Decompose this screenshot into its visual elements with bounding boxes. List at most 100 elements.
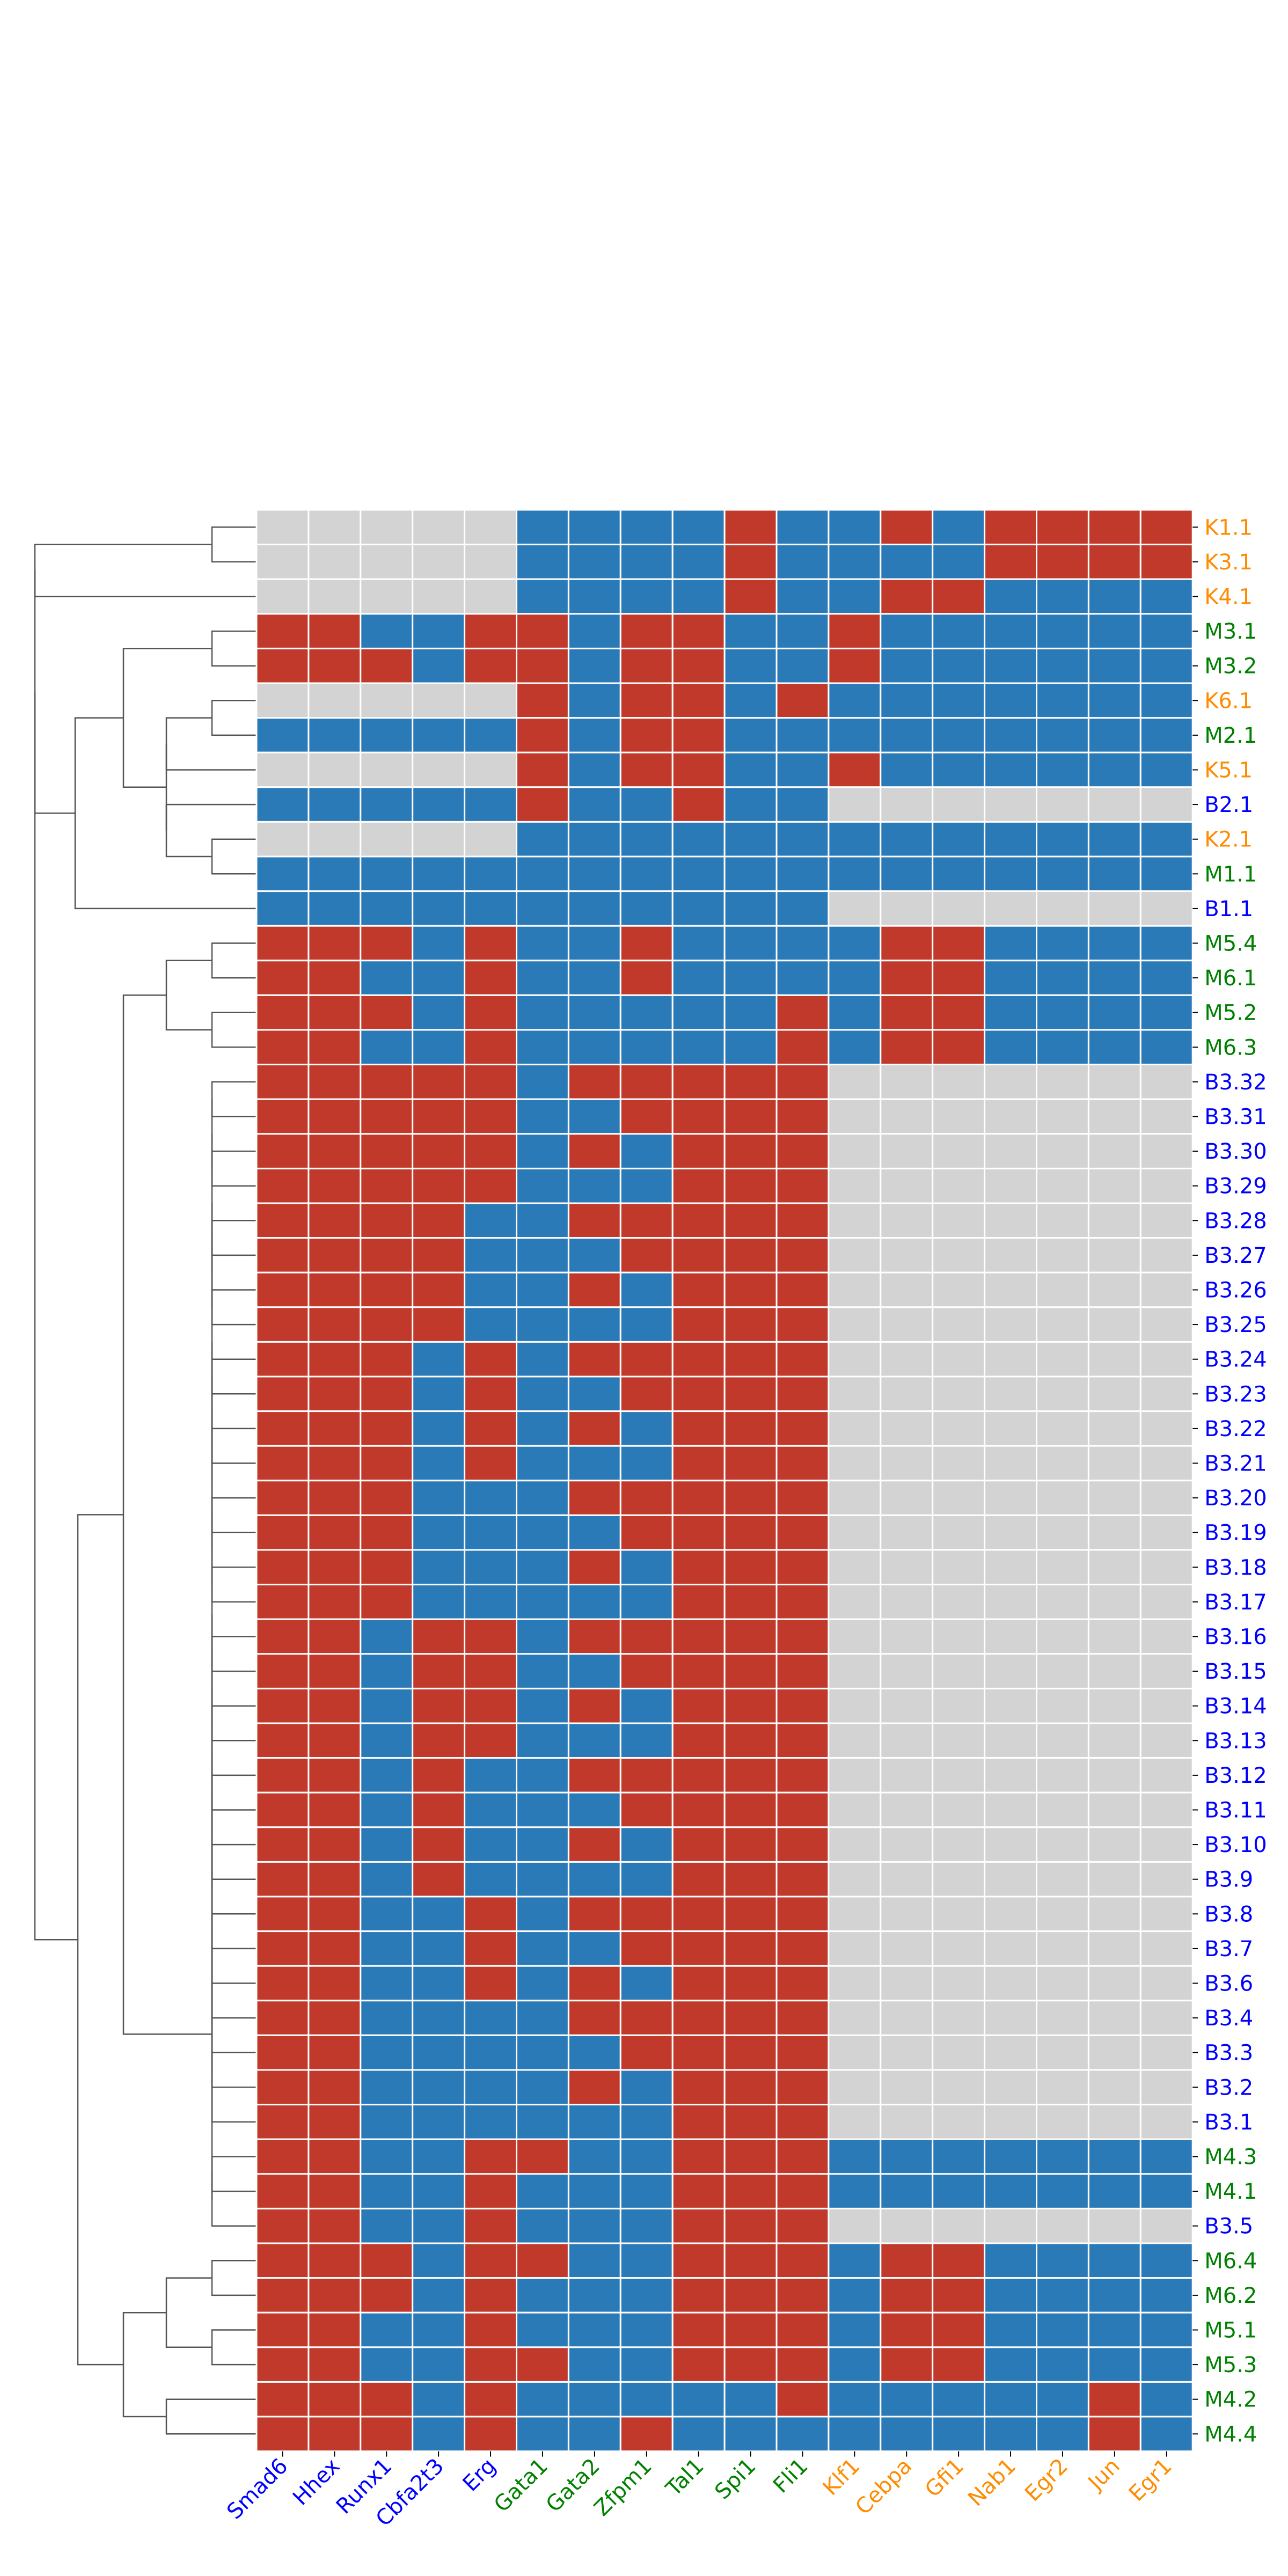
heatmap-cell	[619, 2069, 674, 2106]
heatmap-cell	[1087, 2311, 1141, 2348]
heatmap-cell	[360, 2277, 414, 2314]
heatmap-cell	[464, 855, 517, 892]
heatmap-cell	[880, 647, 934, 684]
heatmap-cell	[828, 1896, 882, 1933]
heatmap-cell	[1087, 1098, 1141, 1135]
heatmap-cell	[1087, 1687, 1141, 1724]
heatmap-cell	[1036, 1826, 1089, 1863]
heatmap-cell	[412, 1791, 466, 1828]
heatmap-cell	[308, 2034, 362, 2071]
heatmap-cell	[984, 1514, 1037, 1551]
heatmap-cell	[723, 1445, 778, 1482]
heatmap-cell	[1087, 1410, 1141, 1447]
heatmap-cell	[1087, 1341, 1141, 1378]
heatmap-cell	[464, 509, 517, 546]
heatmap-cell	[880, 2000, 934, 2036]
heatmap-cell	[1036, 2207, 1089, 2244]
row-label: B3.32	[1204, 1070, 1267, 1095]
heatmap-cell	[828, 1237, 882, 1274]
heatmap-cell	[1036, 2381, 1089, 2418]
heatmap-cell	[567, 1549, 621, 1586]
heatmap-cell	[360, 1930, 414, 1967]
heatmap-cell	[880, 855, 934, 892]
heatmap-cell	[567, 925, 621, 962]
heatmap-cell	[567, 1791, 621, 1828]
heatmap-cell	[984, 578, 1037, 615]
heatmap-cell	[880, 1514, 934, 1551]
heatmap-cell	[775, 2242, 830, 2279]
heatmap-cell	[932, 2381, 986, 2418]
heatmap-cell	[932, 994, 986, 1031]
heatmap-cell	[1139, 1306, 1194, 1343]
heatmap-cell	[360, 1687, 414, 1724]
heatmap-cell	[984, 1167, 1037, 1204]
heatmap-cell	[828, 2104, 882, 2140]
heatmap-cell	[671, 1757, 726, 1794]
heatmap-cell	[880, 1167, 934, 1204]
heatmap-cell	[308, 1514, 362, 1551]
heatmap-cell	[516, 1271, 569, 1308]
dendrogram-link	[211, 2052, 257, 2088]
heatmap-cell	[1139, 1514, 1194, 1551]
row-label: B3.26	[1204, 1278, 1267, 1303]
heatmap-cell	[984, 1861, 1037, 1898]
heatmap-cell	[828, 2242, 882, 2279]
heatmap-cell	[932, 1687, 986, 1724]
heatmap-cell	[255, 2138, 310, 2175]
heatmap-cell	[255, 960, 310, 996]
heatmap-cell	[723, 717, 778, 753]
heatmap-cell	[255, 1791, 310, 1828]
dendrogram-link	[165, 2277, 212, 2348]
heatmap-cell	[932, 717, 986, 753]
heatmap-cell	[984, 2104, 1037, 2140]
heatmap-cell	[828, 578, 882, 615]
heatmap-cell	[1139, 2346, 1194, 2383]
heatmap-cell	[880, 578, 934, 615]
row-label: B3.15	[1204, 1659, 1267, 1684]
heatmap-cell	[516, 1514, 569, 1551]
heatmap-cell	[1036, 1410, 1089, 1447]
heatmap-cell	[360, 1410, 414, 1447]
heatmap-cell	[464, 2000, 517, 2036]
heatmap-cell	[412, 1098, 466, 1135]
heatmap-cell	[775, 1584, 830, 1620]
heatmap-cell	[412, 544, 466, 580]
heatmap-cell	[619, 1791, 674, 1828]
heatmap-cell	[932, 2277, 986, 2314]
heatmap-cell	[308, 613, 362, 649]
heatmap-cell	[1036, 647, 1089, 684]
heatmap-cell	[932, 1965, 986, 2002]
heatmap-cell	[932, 2346, 986, 2383]
heatmap-cell	[932, 2242, 986, 2279]
heatmap-cell	[1087, 2000, 1141, 2036]
heatmap-cell	[828, 1930, 882, 1967]
heatmap-cell	[828, 613, 882, 649]
heatmap-cell	[880, 1098, 934, 1135]
heatmap-cell	[775, 2277, 830, 2314]
heatmap-cell	[360, 2104, 414, 2140]
heatmap-cell	[567, 1618, 621, 1655]
heatmap-cell	[360, 682, 414, 719]
heatmap-cell	[360, 1722, 414, 1759]
heatmap-cell	[671, 1167, 726, 1204]
heatmap-cell	[1087, 2242, 1141, 2279]
row-label: M5.4	[1204, 932, 1257, 956]
dendrogram-link	[211, 1705, 257, 1741]
heatmap-cell	[1087, 1375, 1141, 1413]
heatmap-cell	[619, 2173, 674, 2209]
heatmap-cell	[775, 613, 830, 649]
heatmap-cell	[932, 2173, 986, 2209]
heatmap-cell	[360, 925, 414, 962]
heatmap-cell	[880, 1202, 934, 1239]
heatmap-cell	[360, 2242, 414, 2279]
heatmap-cell	[828, 1133, 882, 1169]
heatmap-cell	[516, 1237, 569, 1274]
heatmap-cell	[1036, 544, 1089, 580]
heatmap-cell	[412, 855, 466, 892]
heatmap-cell	[619, 1930, 674, 1967]
heatmap-cell	[723, 1653, 778, 1689]
heatmap-cell	[775, 1514, 830, 1551]
heatmap-cell	[255, 1237, 310, 1274]
heatmap-cell	[464, 2069, 517, 2106]
heatmap-cell	[619, 1271, 674, 1308]
